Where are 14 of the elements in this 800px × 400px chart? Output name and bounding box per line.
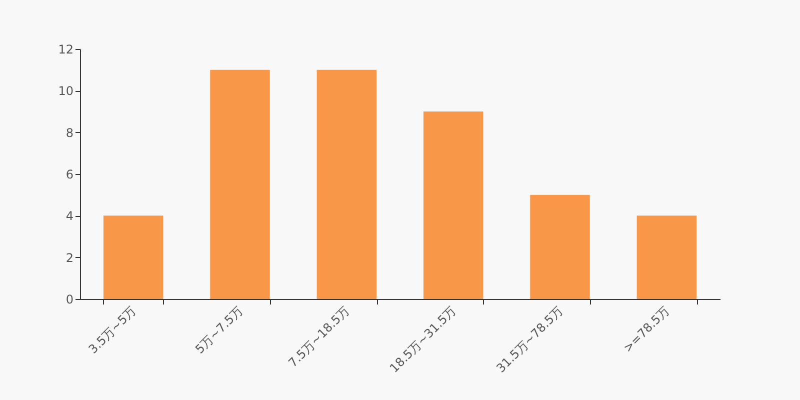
bar — [103, 216, 164, 299]
bar — [316, 70, 377, 299]
bar — [636, 216, 697, 299]
bar — [210, 70, 270, 299]
bar — [530, 194, 590, 299]
y-tick-label: 2 — [66, 250, 74, 265]
y-tick-label: 6 — [66, 168, 74, 182]
y-tick-label: 10 — [58, 84, 74, 98]
y-tick-label: 4 — [66, 209, 74, 224]
y-tick-label: 12 — [58, 42, 74, 56]
bar — [423, 112, 484, 299]
y-tick-label: 0 — [66, 292, 74, 306]
y-tick-label: 8 — [66, 126, 74, 140]
x-tick-label: 3.5万~5万 — [86, 304, 139, 356]
